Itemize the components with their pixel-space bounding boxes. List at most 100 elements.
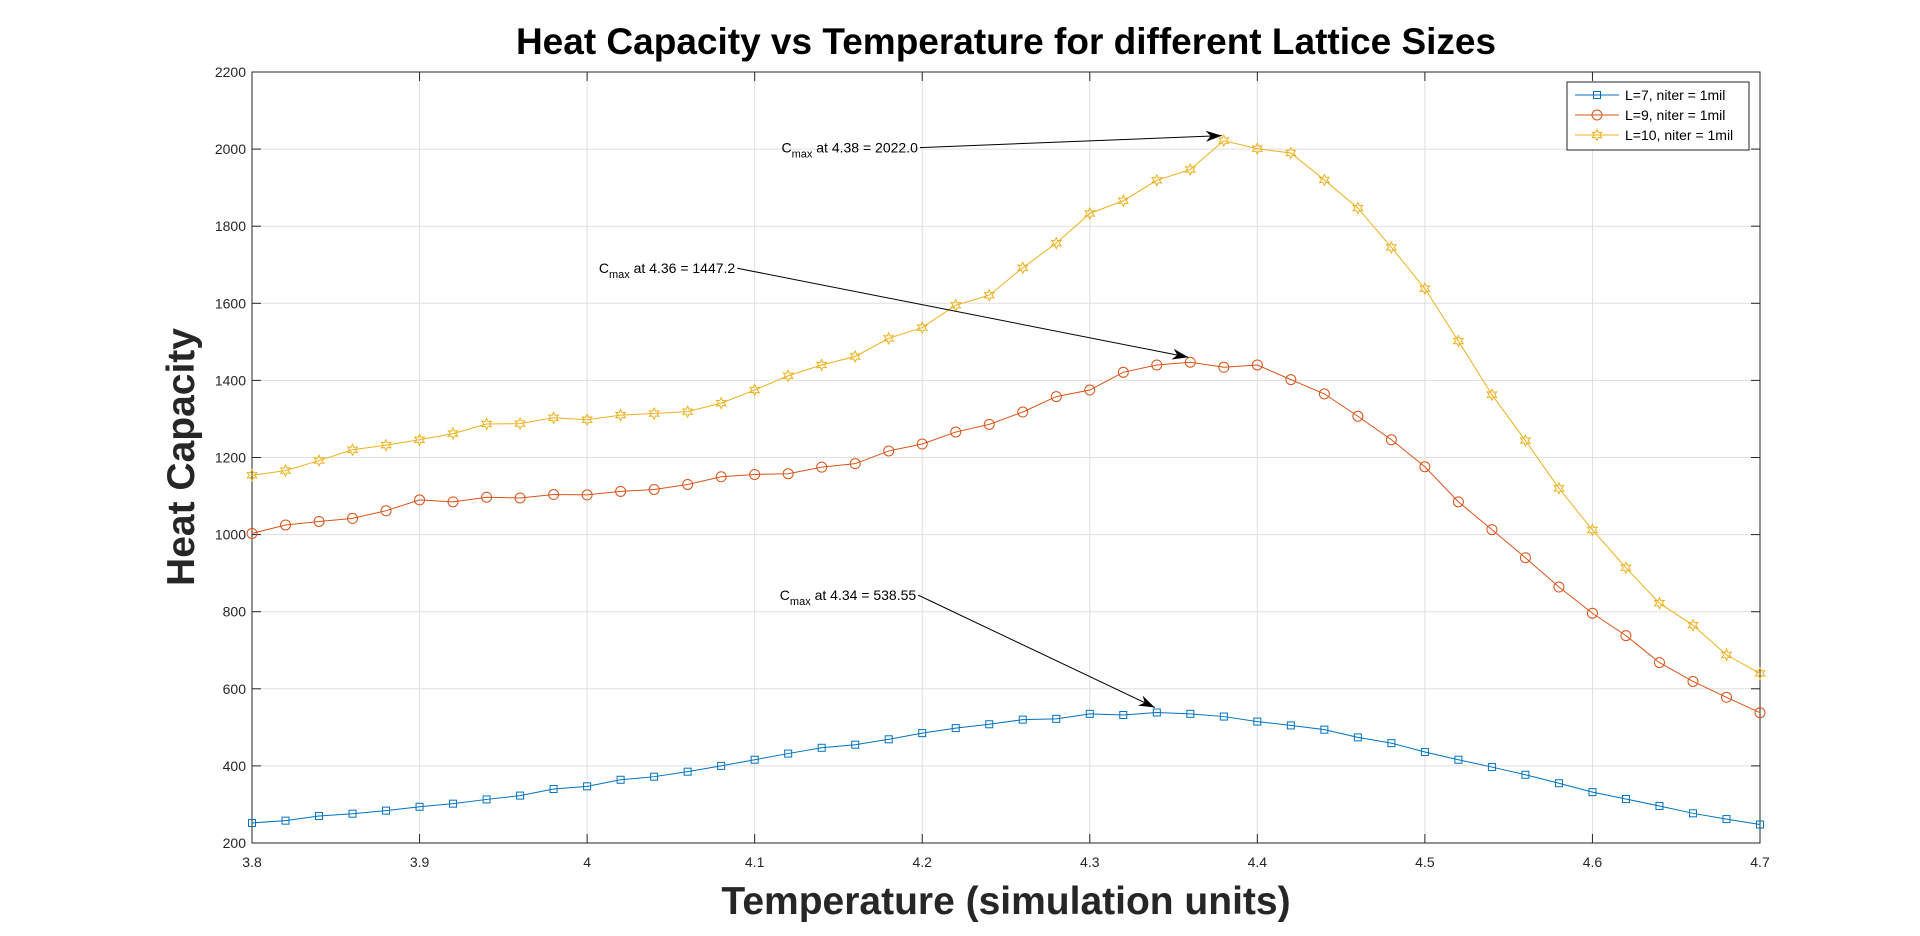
data-point [1285,146,1297,160]
data-point [246,527,258,539]
data-point [1554,779,1563,788]
data-point [280,519,292,531]
legend-label: L=7, niter = 1mil [1625,87,1725,103]
legend-marker [1593,91,1601,99]
data-point [1452,334,1465,348]
data-point [1385,434,1397,446]
data-point [884,735,893,744]
annotation-arrowhead [1205,130,1222,142]
axes [251,71,1761,844]
data-point [950,426,962,438]
data-point [1352,410,1364,422]
data-point [583,782,592,791]
data-point [1553,581,1565,593]
data-point [415,802,424,811]
data-point [784,749,793,758]
data-point [648,483,660,495]
data-point [816,461,828,473]
data-point [782,369,794,383]
data-point [315,812,324,821]
data-point [413,433,426,447]
y-tick-label: 800 [223,604,247,620]
data-point [849,458,861,470]
data-point [1219,712,1228,721]
data-point [1016,261,1029,275]
data-point [1486,524,1498,536]
series-line [251,361,1761,714]
x-tick-labels: 3.8 3.9 4 4.1 4.2 4.3 4.4 4.5 4.6 4.7 [242,854,1770,870]
annotation-label: Cmax at 4.34 = 538.55 [780,587,917,608]
data-point [815,358,828,372]
data-point [983,288,996,302]
legend-marker [1591,128,1603,142]
data-point [380,505,392,517]
data-point [1083,206,1096,221]
legend-label: L=9, niter = 1mil [1625,107,1725,123]
data-point [683,767,692,776]
data-point [1655,801,1664,810]
data-point [1521,770,1530,779]
data-point [414,494,426,506]
series-line [251,140,1761,674]
legend-entry: L=10, niter = 1mil [1575,127,1733,143]
data-point [516,791,525,800]
annotation-arrowhead [1137,695,1155,708]
data-point [849,349,862,364]
data-point [1353,733,1362,742]
data-point [782,468,794,480]
data-point [750,755,759,764]
data-point [1184,356,1196,368]
data-point [715,396,727,410]
data-point [1352,201,1364,215]
annotation-2: Cmax at 4.38 = 2022.0 [781,130,1222,161]
data-point [1687,675,1699,687]
data-point [1420,748,1429,757]
data-point [1052,714,1061,723]
series-lines [246,133,1766,829]
data-point [248,818,256,827]
data-point [281,816,290,825]
data-point [514,492,526,504]
y-tick-label: 200 [223,835,247,851]
data-point [748,383,761,397]
x-tick-label: 4.3 [1080,854,1100,870]
data-point [1754,707,1766,719]
x-tick-label: 4.6 [1583,854,1603,870]
data-point [1756,820,1764,829]
x-tick-label: 3.8 [242,854,262,870]
data-point [749,468,761,480]
data-point [1251,142,1264,156]
data-point [447,426,459,441]
data-point [313,515,325,527]
y-tick-labels: 200 400 600 800 1000 1200 1400 1600 1800 2000 2200 [215,64,246,851]
data-point [1050,391,1062,403]
annotation-arrow-line [917,594,1156,708]
data-point [548,489,560,501]
legend: L=7, niter = 1mil L=9, niter = 1mil L=10, … [1566,81,1750,151]
data-point [1454,755,1463,764]
data-point [1387,739,1396,748]
data-point [346,443,359,457]
data-point [883,445,895,457]
data-point [1117,366,1129,378]
data-point [1018,715,1027,724]
annotation-arrow-line [919,135,1222,149]
data-point [449,799,458,808]
data-point [614,408,627,422]
data-point [581,489,593,501]
y-tick-label: 400 [223,758,247,774]
data-point [482,795,491,804]
annotations: Cmax at 4.36 = 1447.2 Cmax at 4.38 = 2022… [599,130,1222,708]
data-point [916,438,928,450]
data-point [715,471,727,483]
data-point [1285,374,1297,386]
data-point [1586,607,1598,619]
chart-title: Heat Capacity vs Temperature for differe… [516,21,1496,62]
x-tick-label: 4.7 [1750,854,1770,870]
data-point [1754,666,1766,681]
x-tick-label: 4 [583,854,591,870]
y-tick-label: 1600 [215,295,246,311]
data-point [1084,384,1096,396]
x-tick-label: 4.5 [1415,854,1435,870]
